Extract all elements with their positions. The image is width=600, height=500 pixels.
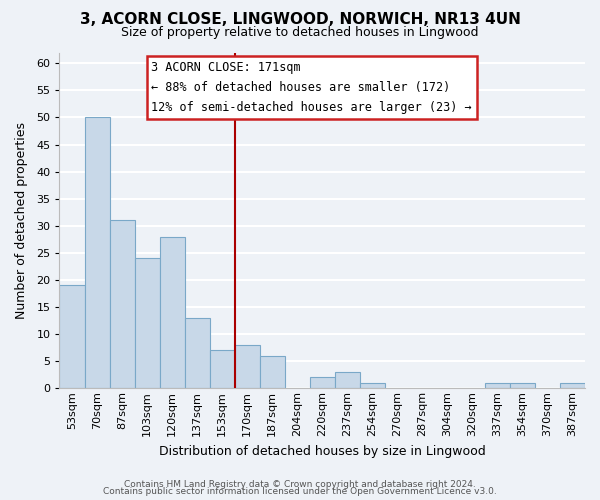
Bar — [85, 118, 110, 388]
Bar — [485, 383, 510, 388]
Bar — [360, 383, 385, 388]
X-axis label: Distribution of detached houses by size in Lingwood: Distribution of detached houses by size … — [159, 444, 485, 458]
Text: 3 ACORN CLOSE: 171sqm
← 88% of detached houses are smaller (172)
12% of semi-det: 3 ACORN CLOSE: 171sqm ← 88% of detached … — [151, 61, 472, 114]
Bar — [185, 318, 209, 388]
Bar — [110, 220, 134, 388]
Bar — [310, 378, 335, 388]
Bar — [160, 236, 185, 388]
Bar — [335, 372, 360, 388]
Bar — [235, 345, 260, 389]
Text: 3, ACORN CLOSE, LINGWOOD, NORWICH, NR13 4UN: 3, ACORN CLOSE, LINGWOOD, NORWICH, NR13 … — [80, 12, 520, 28]
Bar — [59, 286, 85, 389]
Text: Contains HM Land Registry data © Crown copyright and database right 2024.: Contains HM Land Registry data © Crown c… — [124, 480, 476, 489]
Bar — [209, 350, 235, 389]
Bar — [510, 383, 535, 388]
Bar — [260, 356, 285, 388]
Text: Size of property relative to detached houses in Lingwood: Size of property relative to detached ho… — [121, 26, 479, 39]
Bar — [134, 258, 160, 388]
Y-axis label: Number of detached properties: Number of detached properties — [15, 122, 28, 319]
Text: Contains public sector information licensed under the Open Government Licence v3: Contains public sector information licen… — [103, 488, 497, 496]
Bar — [560, 383, 585, 388]
